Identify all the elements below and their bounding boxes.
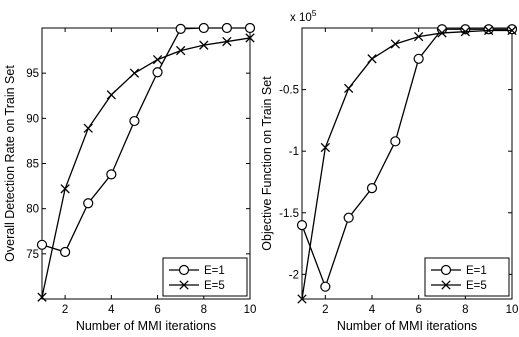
legend: E=1E=5 [162,257,248,297]
y-axis-label: Overall Detection Rate on Train Set [3,65,17,262]
circle-marker [506,24,518,35]
x-tick-label: 8 [462,304,468,316]
axes-frame [301,27,513,300]
circle-marker [178,264,190,276]
circle-marker [129,115,140,127]
circle-marker [366,183,378,194]
plot-1: 2 4 6 8 10 75 80 85 90 95 Number of MMI iterations… [3,22,257,333]
circle-marker [390,136,401,147]
y-tick-label: 85 [26,159,39,171]
x-marker [222,36,232,47]
circle-marker [343,212,354,223]
series-E=1 [36,22,256,258]
x-axis-label: Number of MMI iterations [76,319,216,333]
x-marker [60,184,70,194]
x-marker [83,123,93,133]
x-marker [390,39,400,49]
series-line [41,27,250,253]
x-marker [414,31,424,42]
x-tick-label: 6 [154,304,160,316]
legend-label: E=1 [204,265,225,277]
y-axis-label: Objective Function on Train Set [260,76,274,251]
circle-marker [60,246,71,258]
circle-marker [413,53,424,64]
legend-label: E=5 [204,280,225,292]
y-tick-label: 80 [26,204,39,216]
legend-box [162,257,248,297]
y-tick-label: -1.5 [279,208,299,220]
circle-marker [296,219,308,231]
x-marker [437,28,447,38]
x-marker [129,68,140,78]
x-marker [367,54,377,64]
x-marker [344,83,354,94]
x-tick-label: 6 [415,304,421,316]
x-marker [320,142,330,153]
y-tick-label: -2 [289,269,299,281]
series-E=5 [297,25,517,304]
series-line [301,29,512,300]
y-tick-label: -1 [289,146,299,158]
circle-marker [198,22,209,34]
x-tick-label: 10 [506,304,519,316]
x-tick-label: 4 [369,304,376,316]
x-marker [297,294,307,304]
x-tick-label: 10 [244,304,257,316]
circle-marker [36,239,48,250]
legend-label: E=5 [466,280,487,292]
x-tick-label: 8 [201,304,207,316]
x-axis-label: Number of MMI iterations [337,319,477,333]
x-marker [37,292,47,302]
circle-marker [106,169,117,180]
x-marker [179,280,189,290]
x-marker [245,33,255,43]
x-marker [106,90,116,100]
circle-marker [483,24,494,35]
y-tick-label: -0.5 [279,85,299,97]
circle-marker [83,198,94,209]
plot-2: 2 4 6 8 10 -0.5 -1 -1.5 -2 Number of MMI iteratio… [260,8,518,333]
y-tick-label: 75 [26,249,39,261]
series-line [301,28,512,289]
x-tick-label: 2 [62,304,68,316]
legend-label: E=1 [466,265,487,277]
y-tick-label: 90 [26,113,39,125]
circle-marker [320,281,331,292]
x-marker [176,45,186,56]
y-tick-label: 95 [26,68,39,80]
legend: E=1E=5 [424,257,510,297]
circle-marker [440,264,452,276]
series-E=1 [296,24,518,292]
circle-marker [175,23,186,35]
x-tick-label: 2 [322,304,328,316]
series-E=5 [37,33,255,302]
x-marker [441,280,451,290]
x-marker [152,54,163,65]
x-marker [199,40,209,50]
x-marker [484,25,494,36]
x-marker [507,25,517,36]
circle-marker [244,22,256,34]
x-marker [460,27,470,37]
circle-marker [221,22,232,34]
legend-box [424,257,510,297]
series-line [41,37,251,298]
circle-marker [152,67,163,78]
x-tick-label: 4 [108,304,115,316]
y-scale-factor: x 105 [290,8,317,24]
